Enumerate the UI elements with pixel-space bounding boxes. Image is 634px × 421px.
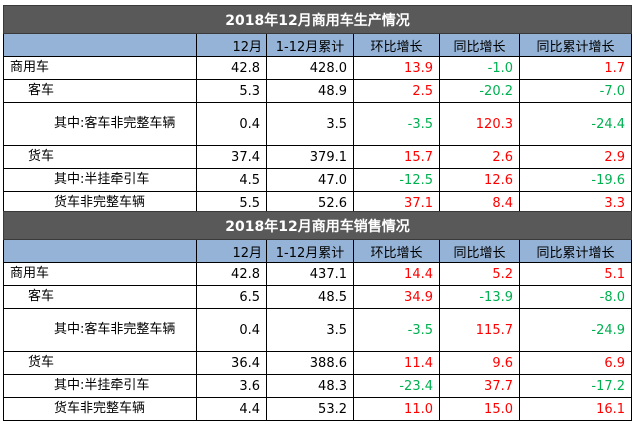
header-cell: 12月 [196, 239, 267, 263]
value-cumulative: 428.0 [266, 56, 354, 80]
value-mom-growth: -3.5 [353, 102, 440, 146]
row-label: 其中:客车非完整车辆 [3, 308, 197, 352]
value-month: 0.4 [196, 102, 267, 146]
row-label: 货车 [3, 145, 197, 169]
value-month: 37.4 [196, 145, 267, 169]
value-cumulative: 379.1 [266, 145, 354, 169]
value-mom-growth: 13.9 [353, 56, 440, 80]
header-cell: 同比累计增长 [518, 239, 633, 263]
row-label: 其中:客车非完整车辆 [3, 102, 197, 146]
value-yoy-growth: 12.6 [439, 168, 520, 192]
value-cumulative: 48.9 [266, 79, 354, 103]
value-month: 36.4 [196, 351, 267, 375]
production-table: 2018年12月商用车生产情况 12月 1-12月累计 环比增长 同比增长 同比累计增长商… [2, 5, 633, 215]
table-title: 2018年12月商用车销售情况 [2, 211, 633, 240]
table-row: 客车 5.3 48.9 2.5 -20.2 -7.0 [3, 79, 633, 103]
sales-table: 2018年12月商用车销售情况 12月 1-12月累计 环比增长 同比增长 同比累计增长商… [2, 211, 633, 421]
value-mom-growth: 2.5 [353, 79, 440, 103]
row-label: 客车 [3, 285, 197, 309]
value-cumulative: 3.5 [266, 308, 354, 352]
value-month: 42.8 [196, 262, 267, 286]
value-cumulative: 48.3 [266, 374, 354, 398]
value-month: 4.5 [196, 168, 267, 192]
value-yoy-growth: -20.2 [439, 79, 520, 103]
table-row: 货车 37.4 379.1 15.7 2.6 2.9 [3, 145, 633, 169]
value-mom-growth: -12.5 [353, 168, 440, 192]
value-yoy-cumulative-growth: -8.0 [518, 285, 633, 309]
table-row: 其中:半挂牵引车 4.5 47.0 -12.5 12.6 -19.6 [3, 168, 633, 192]
header-cell: 环比增长 [353, 33, 440, 57]
header-cell: 同比累计增长 [518, 33, 633, 57]
value-month: 3.6 [196, 374, 267, 398]
value-yoy-cumulative-growth: -17.2 [518, 374, 633, 398]
value-yoy-cumulative-growth: -24.9 [518, 308, 633, 352]
value-month: 0.4 [196, 308, 267, 352]
row-label: 其中:半挂牵引车 [3, 168, 197, 192]
table-row: 货车 36.4 388.6 11.4 9.6 6.9 [3, 351, 633, 375]
value-yoy-cumulative-growth: -7.0 [518, 79, 633, 103]
header-cell: 同比增长 [439, 239, 520, 263]
value-yoy-growth: 115.7 [439, 308, 520, 352]
value-cumulative: 3.5 [266, 102, 354, 146]
header-cell-blank [3, 33, 197, 57]
value-yoy-cumulative-growth: 1.7 [518, 56, 633, 80]
value-cumulative: 437.1 [266, 262, 354, 286]
header-cell: 1-12月累计 [266, 33, 354, 57]
row-label: 客车 [3, 79, 197, 103]
value-yoy-growth: -1.0 [439, 56, 520, 80]
value-yoy-cumulative-growth: 6.9 [518, 351, 633, 375]
table-row: 商用车 42.8 428.0 13.9 -1.0 1.7 [3, 56, 633, 80]
value-yoy-growth: 120.3 [439, 102, 520, 146]
row-label: 商用车 [3, 56, 197, 80]
value-yoy-cumulative-growth: -19.6 [518, 168, 633, 192]
value-yoy-cumulative-growth: -24.4 [518, 102, 633, 146]
row-label: 其中:半挂牵引车 [3, 374, 197, 398]
value-yoy-growth: 9.6 [439, 351, 520, 375]
table-row: 其中:客车非完整车辆 0.4 3.5 -3.5 120.3 -24.4 [3, 102, 633, 146]
value-month: 4.4 [196, 397, 267, 421]
value-mom-growth: 11.0 [353, 397, 440, 421]
header-cell-blank [3, 239, 197, 263]
table-row: 其中:半挂牵引车 3.6 48.3 -23.4 37.7 -17.2 [3, 374, 633, 398]
value-yoy-growth: 37.7 [439, 374, 520, 398]
value-mom-growth: 11.4 [353, 351, 440, 375]
table-row: 货车非完整车辆 4.4 53.2 11.0 15.0 16.1 [3, 397, 633, 421]
table-title-row: 2018年12月商用车生产情况 [2, 5, 633, 34]
table-title: 2018年12月商用车生产情况 [2, 5, 633, 34]
header-cell: 同比增长 [439, 33, 520, 57]
value-yoy-growth: 15.0 [439, 397, 520, 421]
value-mom-growth: 34.9 [353, 285, 440, 309]
value-month: 5.3 [196, 79, 267, 103]
value-yoy-growth: 5.2 [439, 262, 520, 286]
value-cumulative: 48.5 [266, 285, 354, 309]
value-cumulative: 388.6 [266, 351, 354, 375]
value-month: 6.5 [196, 285, 267, 309]
header-row: 12月 1-12月累计 环比增长 同比增长 同比累计增长 [3, 239, 633, 263]
row-label: 商用车 [3, 262, 197, 286]
value-mom-growth: 14.4 [353, 262, 440, 286]
value-mom-growth: -23.4 [353, 374, 440, 398]
value-cumulative: 53.2 [266, 397, 354, 421]
value-month: 42.8 [196, 56, 267, 80]
header-cell: 1-12月累计 [266, 239, 354, 263]
table-title-row: 2018年12月商用车销售情况 [2, 211, 633, 240]
value-yoy-cumulative-growth: 2.9 [518, 145, 633, 169]
value-mom-growth: -3.5 [353, 308, 440, 352]
value-mom-growth: 15.7 [353, 145, 440, 169]
value-cumulative: 47.0 [266, 168, 354, 192]
table-row: 客车 6.5 48.5 34.9 -13.9 -8.0 [3, 285, 633, 309]
value-yoy-cumulative-growth: 16.1 [518, 397, 633, 421]
table-row: 商用车 42.8 437.1 14.4 5.2 5.1 [3, 262, 633, 286]
value-yoy-growth: -13.9 [439, 285, 520, 309]
header-cell: 12月 [196, 33, 267, 57]
row-label: 货车 [3, 351, 197, 375]
row-label: 货车非完整车辆 [3, 397, 197, 421]
value-yoy-growth: 2.6 [439, 145, 520, 169]
value-yoy-cumulative-growth: 5.1 [518, 262, 633, 286]
header-row: 12月 1-12月累计 环比增长 同比增长 同比累计增长 [3, 33, 633, 57]
table-row: 其中:客车非完整车辆 0.4 3.5 -3.5 115.7 -24.9 [3, 308, 633, 352]
header-cell: 环比增长 [353, 239, 440, 263]
